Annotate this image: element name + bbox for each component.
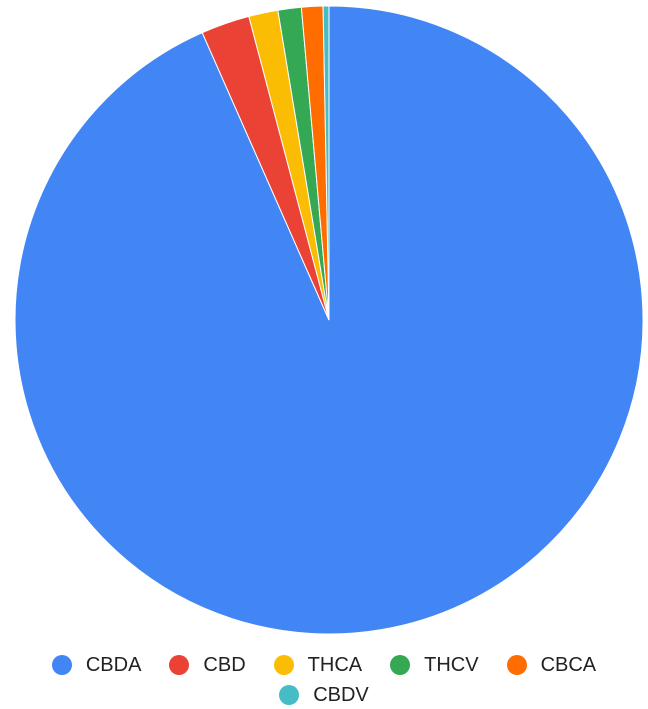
legend-label-cbd: CBD <box>203 654 246 676</box>
pie-slice-cbdv[interactable] <box>322 5 330 321</box>
legend-item-thcv[interactable]: THCV <box>390 654 479 676</box>
legend-swatch-cbd <box>169 655 190 675</box>
legend-item-cbda[interactable]: CBDA <box>51 654 142 676</box>
legend-label-cbda: CBDA <box>85 654 142 676</box>
legend-label-thcv: THCV <box>424 654 479 676</box>
legend-swatch-cbdv <box>279 685 300 705</box>
legend-label-thca: THCA <box>307 654 363 676</box>
legend-label-cbca: CBCA <box>540 654 597 676</box>
legend-swatch-cbca <box>506 655 527 675</box>
legend-swatch-cbda <box>51 655 72 675</box>
legend-label-cbdv: CBDV <box>313 684 369 706</box>
legend-swatch-thcv <box>390 655 411 675</box>
legend-item-cbca[interactable]: CBCA <box>506 654 597 676</box>
pie-chart-plot <box>14 5 644 635</box>
legend-item-cbd[interactable]: CBD <box>169 654 246 676</box>
chart-legend: CBDA CBD THCA THCV CBCA CBDV <box>0 654 648 706</box>
legend-item-thca[interactable]: THCA <box>273 654 363 676</box>
legend-swatch-thca <box>273 655 294 675</box>
legend-item-cbdv[interactable]: CBDV <box>279 684 369 706</box>
